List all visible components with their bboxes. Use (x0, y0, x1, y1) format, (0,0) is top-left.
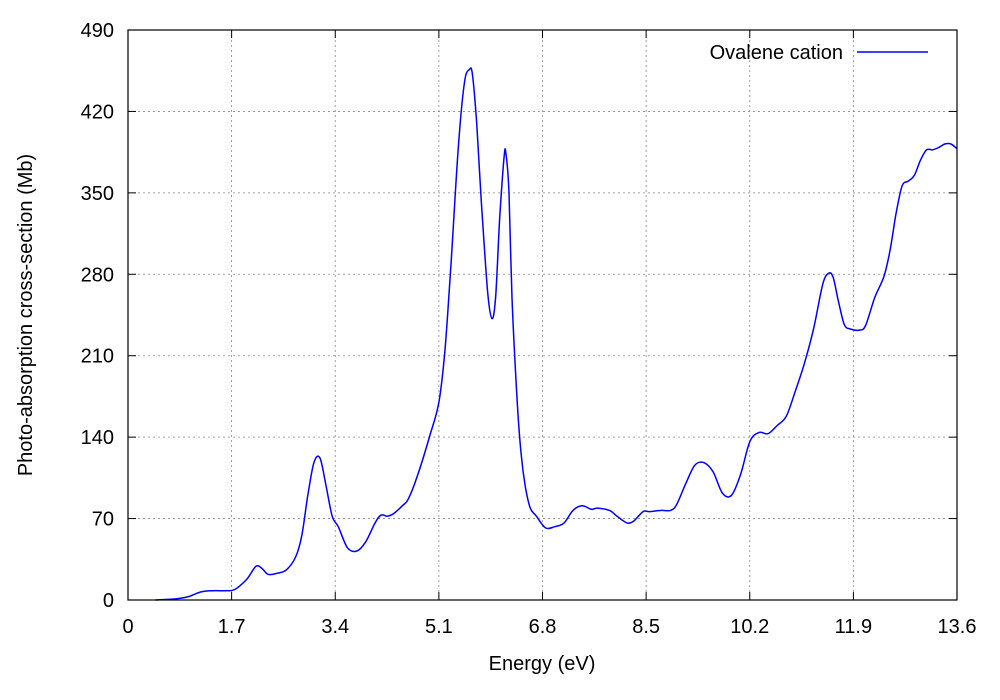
y-tick-label: 420 (81, 101, 114, 123)
x-tick-label: 11.9 (835, 616, 872, 638)
y-tick-label: 210 (81, 346, 114, 368)
x-tick-label: 6.8 (529, 616, 557, 638)
x-tick-label: 5.1 (425, 616, 453, 638)
y-tick-label: 70 (92, 509, 114, 531)
y-tick-label: 350 (81, 183, 114, 205)
x-tick-label: 13.6 (938, 616, 977, 638)
x-axis-label: Energy (eV) (489, 653, 596, 675)
y-tick-label: 140 (81, 427, 114, 449)
grid (128, 30, 957, 600)
plot-area (155, 67, 958, 601)
legend: Ovalene cation (710, 42, 928, 64)
y-axis-label: Photo-absorption cross-section (Mb) (15, 154, 37, 476)
y-tick-label: 280 (81, 264, 114, 286)
x-tick-label: 3.4 (321, 616, 349, 638)
y-tick-label: 490 (81, 20, 114, 42)
x-tick-label: 0 (122, 616, 133, 638)
x-tick-label: 10.2 (730, 616, 769, 638)
y-tick-label: 0 (103, 590, 114, 612)
x-tick-label: 1.7 (218, 616, 246, 638)
series-line-ovalene-cation (155, 67, 958, 601)
legend-label: Ovalene cation (710, 42, 843, 64)
axis-ticks: 0 1.7 3.4 5.1 6.8 8.5 10.2 11.9 13.6 0 70 140 210 280… (81, 20, 977, 638)
x-tick-label: 8.5 (632, 616, 660, 638)
